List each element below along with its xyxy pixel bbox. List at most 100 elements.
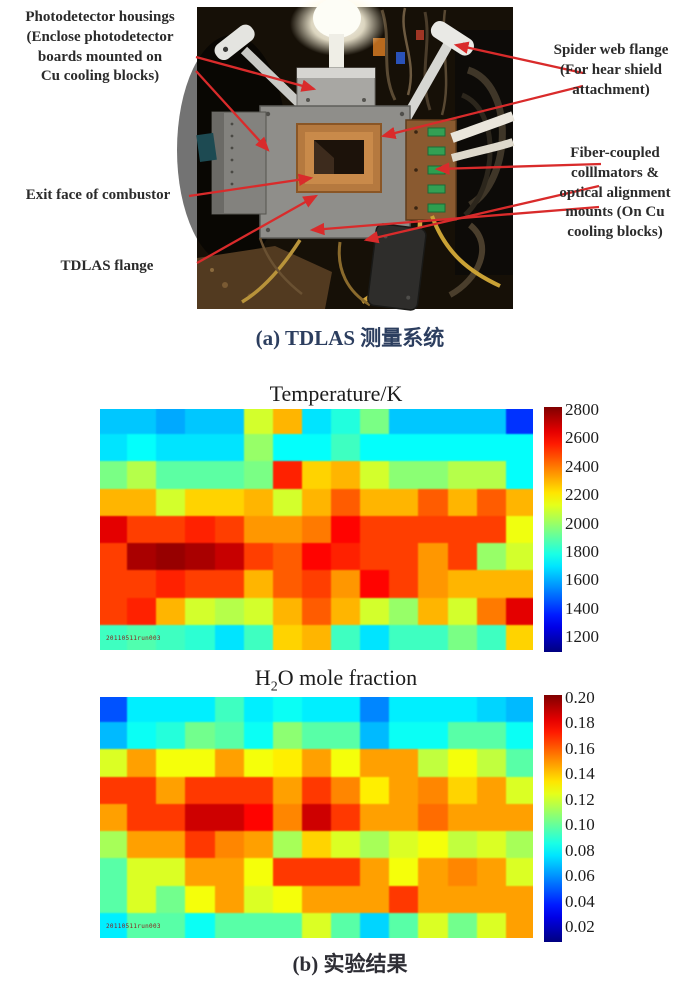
colorbar-tick-label: 0.08 (565, 840, 595, 860)
bottom-flange (367, 223, 427, 311)
colorbar-tick-label: 1200 (565, 627, 599, 646)
heatmap-cell (476, 776, 506, 804)
heatmap-cell (127, 597, 157, 625)
heatmap-cell (243, 543, 273, 571)
heatmap-cell (505, 434, 533, 462)
heatmap-cell (418, 912, 448, 938)
heatmap-cell (100, 543, 128, 571)
heatmap-cell (127, 434, 157, 462)
heatmap-cell (272, 858, 302, 886)
heatmap-cell (301, 697, 332, 723)
heatmap-cell (505, 409, 533, 435)
heatmap-cell (331, 488, 361, 516)
heatmap-cell (272, 749, 302, 777)
heatmap-cell (418, 597, 448, 625)
heatmap-cell (214, 776, 244, 804)
arrow-cooling-blocks (309, 205, 600, 236)
heatmap-cell (301, 624, 332, 650)
colorbar-tick-label: 0.12 (565, 789, 595, 809)
heatmap-cell (360, 885, 390, 913)
heatmap-cell (447, 803, 477, 832)
heatmap-cell (476, 488, 506, 516)
heatmap-cell (301, 543, 332, 571)
heatmap-cell (156, 776, 186, 804)
arrow-spider-arm (380, 84, 584, 140)
heatmap-cell (272, 831, 302, 859)
heatmap-cell (100, 570, 128, 598)
heatmap-cell (505, 831, 533, 859)
label-fiber-coupled-collimators: Fiber-coupled colllmators & optical alig… (559, 145, 671, 241)
heatmap-cell (214, 722, 244, 750)
heatmap-cell (272, 409, 302, 435)
label-spider-web-flange: Spider web flange (For hear shield attac… (553, 42, 669, 98)
colorbar-tick-label: 0.20 (565, 688, 595, 707)
heatmap-cell (127, 912, 157, 938)
heatmap-cell (476, 885, 506, 913)
h2o-heatmap: 20110511run003 (100, 697, 533, 938)
heatmap-cell (185, 912, 215, 938)
heatmap-cell (447, 722, 477, 750)
heatmap-cell (389, 543, 419, 571)
colorbar-tick-label: 1600 (565, 570, 599, 590)
heatmap-cell (476, 912, 506, 938)
heatmap-cell (301, 885, 332, 913)
heatmap-cell (331, 749, 361, 777)
heatmap-cell (214, 624, 244, 650)
heatmap-cell (389, 831, 419, 859)
heatmap-cell (418, 434, 448, 462)
heatmap-cell (447, 488, 477, 516)
heatmap-cell (301, 570, 332, 598)
heatmap-cell (301, 858, 332, 886)
heatmap-cell (418, 515, 448, 544)
heatmap-cell (418, 803, 448, 832)
arrow-tdlas-flange (196, 194, 319, 265)
heatmap-cell (389, 776, 419, 804)
heatmap-cell (156, 488, 186, 516)
heatmap-cell (447, 776, 477, 804)
heatmap-cell (100, 409, 128, 435)
heatmap-cell (100, 722, 128, 750)
arrow-collimators (434, 162, 602, 175)
annotation-arrows (188, 41, 602, 265)
heatmap-cell (301, 776, 332, 804)
heatmap-cell (331, 722, 361, 750)
heatmap-cell (447, 515, 477, 544)
heatmap-cell (476, 697, 506, 723)
colorbar-tick-label: 0.06 (565, 866, 595, 886)
heatmap-cell (447, 597, 477, 625)
heatmap-cell (301, 488, 332, 516)
heatmap-cell (360, 515, 390, 544)
heatmap-cell (418, 409, 448, 435)
heatmap-cell (389, 515, 419, 544)
heatmap-cell (272, 597, 302, 625)
heatmap-cell (331, 697, 361, 723)
left-photodetector-housing (211, 111, 267, 215)
heatmap-cell (360, 776, 390, 804)
heatmap-cell (418, 858, 448, 886)
heatmap-cell (243, 461, 273, 489)
heatmap-cell (185, 409, 215, 435)
heatmap-cell (156, 570, 186, 598)
heatmap-cell (301, 597, 332, 625)
heatmap-cell (185, 858, 215, 886)
heatmap-cell (331, 803, 361, 832)
heatmap-cell (100, 803, 128, 832)
colorbar-tick-label: 2800 (565, 400, 599, 419)
heatmap-cell (331, 434, 361, 462)
heatmap-cell (418, 831, 448, 859)
arrow-photodetector-top (195, 55, 317, 92)
heatmap-cell (214, 515, 244, 544)
heatmap-cell (476, 831, 506, 859)
heatmap-cell (100, 515, 128, 544)
combustor-photo (177, 0, 515, 311)
heatmap-cell (389, 624, 419, 650)
heatmap-cell (505, 722, 533, 750)
heatmap-cell (476, 722, 506, 750)
colorbar-tick-label: 2000 (565, 513, 599, 533)
heatmap-cell (301, 434, 332, 462)
heatmap-cell (418, 885, 448, 913)
heatmap-cell (505, 858, 533, 886)
heatmap-cell (127, 543, 157, 571)
heatmap-cell (100, 488, 128, 516)
